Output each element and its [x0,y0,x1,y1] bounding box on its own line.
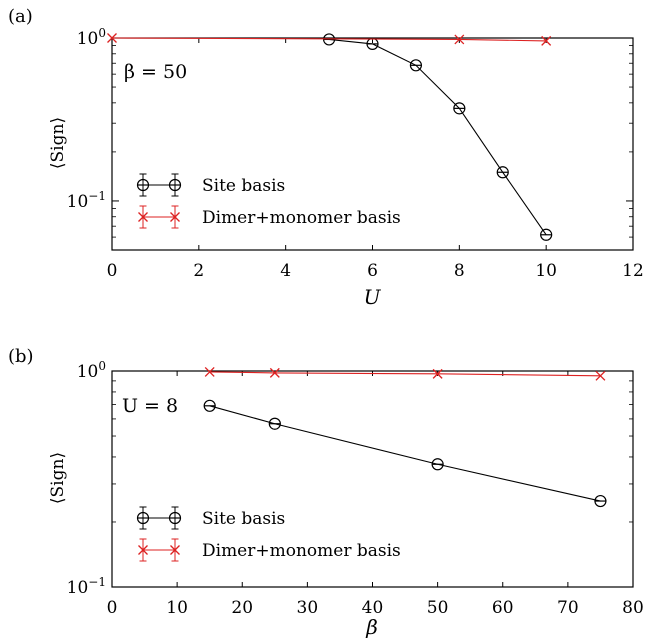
data-point [409,59,423,72]
data-point [204,366,215,377]
plot-area: 0 10 20 30 40 50 60 70 80 100 10−1 [67,359,644,618]
x-tick-label: 12 [622,261,644,281]
legend-marker [136,511,150,525]
legend-swatch-dimer [138,538,180,562]
legend-marker [138,545,148,555]
series-site-basis [203,399,607,508]
legend-marker [168,511,182,525]
data-point [268,417,281,430]
legend-entry-dimer: Dimer+monomer basis [138,538,401,562]
series-line [329,38,547,236]
legend-swatch-dimer [138,205,180,229]
x-axis-label: β [365,615,378,639]
legend-swatch-site [136,173,182,197]
legend-marker [170,545,180,555]
data-point [203,399,216,412]
data-point [366,37,379,51]
x-tick-label: 40 [362,598,384,618]
x-tick-label: 2 [193,261,204,281]
x-tick-label: 8 [454,261,465,281]
x-axis-label: U [364,285,382,309]
x-tick-label: 80 [622,598,644,618]
series-dimer-monomer-basis [204,366,606,381]
panel-label: (a) [8,6,33,27]
series-line [209,371,601,377]
legend-marker [136,178,150,192]
data-point [269,367,280,378]
legend-entry-site: Site basis [136,173,285,197]
legend-label-site: Site basis [202,509,285,529]
panel-label: (b) [8,346,34,367]
legend-swatch-site [136,506,182,530]
panel-a: (a) β = 50 U ⟨Sign⟩ 0 2 4 6 8 10 12 100 10−1 Sit… [8,6,644,309]
data-point [453,102,466,115]
legend: Site basis Dimer+monomer basis [136,506,401,562]
panel-annotation: U = 8 [122,395,178,417]
panel-b: (b) U = 8 β ⟨Sign⟩ 0 10 20 30 40 50 60 70 80 100 1… [8,346,644,639]
data-point [432,368,443,379]
y-axis-label: ⟨Sign⟩ [48,117,68,169]
x-tick-label: 20 [231,598,253,618]
y-axis-label: ⟨Sign⟩ [48,452,68,504]
series-line [209,405,601,502]
y-tick-label: 10−1 [67,189,106,212]
y-tick-label: 10−1 [67,575,106,598]
legend-marker [170,212,180,222]
data-point [454,34,465,45]
x-tick-label: 0 [107,598,118,618]
x-tick-label: 10 [166,598,188,618]
x-tick-label: 10 [535,261,557,281]
data-point [496,166,509,179]
x-tick-label: 50 [427,598,449,618]
x-tick-label: 6 [367,261,378,281]
x-tick-label: 60 [492,598,514,618]
legend-label-dimer: Dimer+monomer basis [202,208,401,228]
x-tick-label: 70 [557,598,579,618]
series-site-basis [322,33,553,241]
legend-marker [168,178,182,192]
legend-label-site: Site basis [202,176,285,196]
series-dimer-monomer-basis [107,33,552,46]
plot-area: 0 2 4 6 8 10 12 100 10−1 [67,26,644,281]
y-tick-label: 100 [77,359,106,382]
legend-entry-dimer: Dimer+monomer basis [138,205,401,229]
x-tick-label: 4 [280,261,291,281]
data-point [594,494,607,508]
legend: Site basis Dimer+monomer basis [136,173,401,229]
data-point [107,33,117,43]
legend-marker [138,212,148,222]
x-tick-label: 30 [297,598,319,618]
data-point [541,35,552,46]
x-tick-label: 0 [107,261,118,281]
data-point [540,228,553,241]
legend-label-dimer: Dimer+monomer basis [202,541,401,561]
data-point [595,370,606,381]
panel-annotation: β = 50 [124,61,187,83]
data-point [431,458,444,471]
legend-entry-site: Site basis [136,506,285,530]
y-tick-label: 100 [77,26,106,49]
